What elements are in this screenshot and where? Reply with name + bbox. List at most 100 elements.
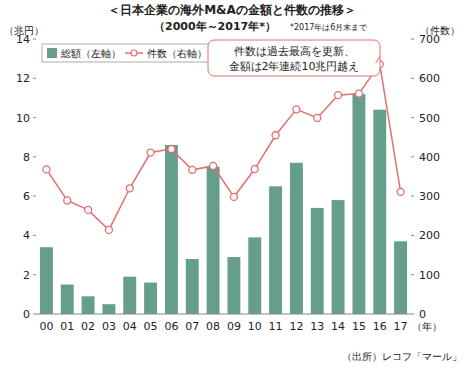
bar (61, 285, 74, 314)
bar (227, 257, 240, 314)
x-tick-label: 02 (81, 320, 95, 333)
x-tick-label: 12 (289, 320, 303, 333)
bar (82, 296, 95, 314)
x-tick-label: 13 (310, 320, 324, 333)
chart-container: ＜日本企業の海外M&Aの金額と件数の推移＞ （2000年～2017年*） *2017… (0, 0, 470, 370)
y-tick (33, 196, 36, 197)
bar (186, 259, 199, 314)
marker (126, 185, 133, 192)
legend-label: 件数（右軸） (147, 48, 207, 59)
x-tick-label: 15 (352, 320, 366, 333)
x-tick-label: 07 (185, 320, 199, 333)
y2-tick (411, 39, 414, 40)
y2-tick-label: 100 (419, 269, 440, 282)
line (46, 64, 400, 230)
marker (335, 92, 342, 99)
y2-tick (411, 196, 414, 197)
x-tick-label: 03 (102, 320, 116, 333)
marker (105, 226, 112, 233)
marker (147, 149, 154, 156)
y-tick (33, 39, 36, 40)
marker (85, 206, 92, 213)
y2-tick (411, 274, 414, 275)
legend-label: 総額（左軸） (60, 48, 121, 59)
title: ＜日本企業の海外M&Aの金額と件数の推移＞ (108, 3, 356, 17)
y2-tick (411, 314, 414, 315)
marker (314, 114, 321, 121)
x-tick-label: 08 (206, 320, 220, 333)
x-axis (36, 314, 411, 315)
y2-tick (411, 156, 414, 157)
y-tick-label: 14 (16, 33, 30, 46)
marker (64, 197, 71, 204)
bar (290, 163, 303, 314)
y2-tick-label: 700 (419, 33, 440, 46)
legend: 総額（左軸） 件数（右軸） (42, 44, 214, 62)
y-tick (33, 314, 36, 315)
marker (43, 166, 50, 173)
annotation-arrow (376, 56, 380, 63)
marker (168, 146, 175, 153)
y-tick-label: 6 (23, 190, 30, 203)
bar (394, 241, 407, 314)
bar (373, 110, 386, 314)
bar (165, 145, 178, 314)
y-tick-label: 0 (23, 308, 30, 321)
bar (248, 237, 261, 314)
y2-tick (411, 235, 414, 236)
x-tick-label: 06 (164, 320, 178, 333)
legend-swatch (47, 48, 57, 58)
bar (332, 200, 345, 314)
y2-tick-label: 500 (419, 112, 440, 125)
annotation-text: 金額は2年連続10兆円越え (229, 60, 360, 73)
annotation-box (208, 40, 380, 76)
y2-tick (411, 117, 414, 118)
source: （出所）レコフ「マール」 (342, 351, 462, 362)
y2-tick-label: 0 (419, 308, 426, 321)
annotation-text: 件数は過去最高を更新、 (234, 45, 355, 58)
marks (40, 61, 407, 314)
y-tick-label: 4 (23, 229, 30, 242)
x-tick-label: 09 (227, 320, 241, 333)
marker (272, 132, 279, 139)
y-tick-label: 2 (23, 269, 30, 282)
x-tick-label: 05 (144, 320, 158, 333)
x-tick-label: 16 (373, 320, 387, 333)
annotation: 件数は過去最高を更新、金額は2年連続10兆円越え (208, 40, 380, 76)
x-tick-label: 14 (331, 320, 345, 333)
y-tick (33, 156, 36, 157)
note: *2017年は6月末まで (290, 23, 368, 32)
x-axis-label: （年） (412, 321, 442, 332)
y-tick-label: 12 (16, 72, 30, 85)
chart-svg: ＜日本企業の海外M&Aの金額と件数の推移＞ （2000年～2017年*） *2017… (0, 0, 470, 370)
y2-tick-label: 200 (419, 229, 440, 242)
bar (352, 94, 365, 314)
bar (207, 167, 220, 314)
bar (102, 304, 115, 314)
y-tick-label: 8 (23, 151, 30, 164)
marker (355, 90, 362, 97)
x-tick-label: 00 (39, 320, 53, 333)
marker (293, 106, 300, 113)
y-tick-label: 10 (16, 112, 30, 125)
bar (123, 277, 136, 314)
x-tick-label: 04 (123, 320, 137, 333)
marker (230, 193, 237, 200)
y-tick (33, 235, 36, 236)
marker (251, 166, 258, 173)
y2-tick-label: 400 (419, 151, 440, 164)
legend-marker (131, 50, 137, 56)
bar (144, 283, 157, 314)
y2-tick-label: 300 (419, 190, 440, 203)
y2-tick-label: 600 (419, 72, 440, 85)
subtitle: （2000年～2017年*） (154, 20, 276, 33)
y-tick (33, 117, 36, 118)
x-tick-label: 11 (269, 320, 283, 333)
bar (269, 186, 282, 314)
marker (210, 162, 217, 169)
bar (311, 208, 324, 314)
bar (40, 247, 53, 314)
y-tick (33, 274, 36, 275)
legend-box (42, 44, 214, 62)
y2-tick (411, 78, 414, 79)
